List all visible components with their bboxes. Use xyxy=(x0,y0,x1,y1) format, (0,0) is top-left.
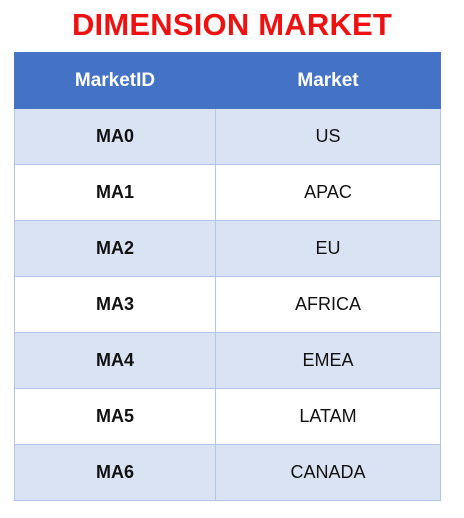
market-cell: AFRICA xyxy=(215,276,441,333)
market-table: MarketID Market MA0 US MA1 APAC MA2 EU M… xyxy=(14,52,441,501)
table-row: MA0 US xyxy=(14,108,441,165)
market-cell: CANADA xyxy=(215,444,441,501)
table-row: MA4 EMEA xyxy=(14,332,441,389)
table-row: MA5 LATAM xyxy=(14,388,441,445)
market-cell: LATAM xyxy=(215,388,441,445)
market-cell: US xyxy=(215,108,441,165)
page-title: DIMENSION MARKET xyxy=(71,7,393,42)
marketid-cell: MA2 xyxy=(14,220,216,277)
marketid-cell: MA3 xyxy=(14,276,216,333)
header-market: Market xyxy=(215,52,441,109)
marketid-cell: MA0 xyxy=(14,108,216,165)
marketid-cell: MA6 xyxy=(14,444,216,501)
header-marketid: MarketID xyxy=(14,52,216,109)
table-header-row: MarketID Market xyxy=(14,52,441,109)
marketid-cell: MA5 xyxy=(14,388,216,445)
table-row: MA2 EU xyxy=(14,220,441,277)
table-row: MA3 AFRICA xyxy=(14,276,441,333)
marketid-cell: MA4 xyxy=(14,332,216,389)
marketid-cell: MA1 xyxy=(14,164,216,221)
table-row: MA1 APAC xyxy=(14,164,441,221)
market-cell: EMEA xyxy=(215,332,441,389)
market-cell: APAC xyxy=(215,164,441,221)
table-row: MA6 CANADA xyxy=(14,444,441,501)
market-cell: EU xyxy=(215,220,441,277)
